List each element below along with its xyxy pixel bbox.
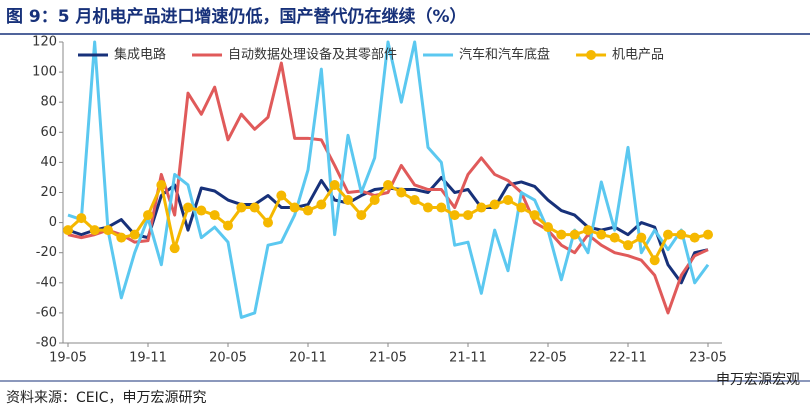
point [169, 243, 180, 254]
point [476, 202, 487, 213]
point [183, 202, 193, 213]
point [436, 202, 447, 213]
x-tick-label: 23-05 [689, 351, 727, 366]
point [529, 210, 540, 221]
point [236, 202, 247, 213]
point [289, 202, 300, 213]
point [316, 199, 327, 210]
point [76, 213, 87, 224]
point [543, 222, 553, 233]
legend-label: 集成电路 [114, 47, 166, 63]
point [449, 210, 460, 221]
y-tick-label: -40 [36, 275, 57, 290]
point [156, 179, 167, 190]
point [103, 225, 113, 236]
point [196, 205, 207, 216]
point [383, 179, 393, 190]
point [409, 195, 420, 206]
y-tick-label: 60 [40, 125, 57, 140]
chart-title: 图 9：5 月机电产品进口增速仍低，国产替代仍在继续（%） [6, 6, 467, 27]
x-tick-label: 19-11 [129, 351, 167, 366]
point [676, 229, 687, 240]
point [116, 232, 127, 243]
point [369, 195, 380, 206]
point [89, 225, 100, 236]
point [63, 225, 73, 236]
y-tick-label: -80 [36, 336, 57, 351]
y-tick-label: 80 [40, 95, 57, 110]
point [303, 205, 313, 216]
y-tick-label: -60 [36, 305, 57, 320]
point [503, 195, 513, 206]
watermark: 申万宏源宏观 [716, 372, 800, 388]
y-tick-label: 20 [40, 185, 57, 200]
point [489, 199, 500, 210]
x-tick-label: 22-11 [609, 351, 647, 366]
point [609, 232, 620, 243]
x-tick-label: 20-05 [209, 351, 247, 366]
y-tick-label: -20 [36, 245, 57, 260]
point [129, 229, 140, 240]
series-line [67, 61, 709, 315]
point [343, 195, 353, 206]
point [249, 202, 260, 213]
point [689, 232, 700, 243]
point [143, 210, 153, 221]
series-line [67, 40, 710, 319]
x-tick-label: 22-05 [529, 351, 567, 366]
x-tick-label: 20-11 [289, 351, 327, 366]
x-tick-label: 21-11 [449, 351, 487, 366]
point [703, 229, 713, 240]
point [329, 179, 340, 190]
point [463, 210, 473, 221]
point [583, 225, 593, 236]
point [663, 229, 673, 240]
point [356, 210, 367, 221]
point [649, 255, 660, 266]
x-tick-label: 19-05 [49, 351, 87, 366]
y-tick-label: 120 [32, 35, 57, 50]
y-tick-label: 0 [49, 215, 57, 230]
x-tick-label: 21-05 [369, 351, 407, 366]
legend-marker [586, 50, 597, 60]
legend-label: 自动数据处理设备及其零部件 [228, 47, 397, 63]
point [516, 202, 527, 213]
point [623, 240, 633, 251]
source: 资料来源：CEIC，申万宏源研究 [6, 390, 207, 406]
point [556, 229, 567, 240]
y-tick-label: 40 [40, 155, 57, 170]
point [276, 190, 287, 201]
legend-label: 机电产品 [612, 48, 664, 63]
point [223, 220, 233, 231]
point [396, 187, 407, 198]
legend-label: 汽车和汽车底盘 [459, 47, 550, 63]
point [423, 202, 433, 213]
point [636, 232, 647, 243]
point [263, 217, 273, 228]
point [596, 229, 607, 240]
y-tick-label: 100 [32, 65, 57, 80]
point [569, 229, 580, 240]
point [209, 210, 220, 221]
